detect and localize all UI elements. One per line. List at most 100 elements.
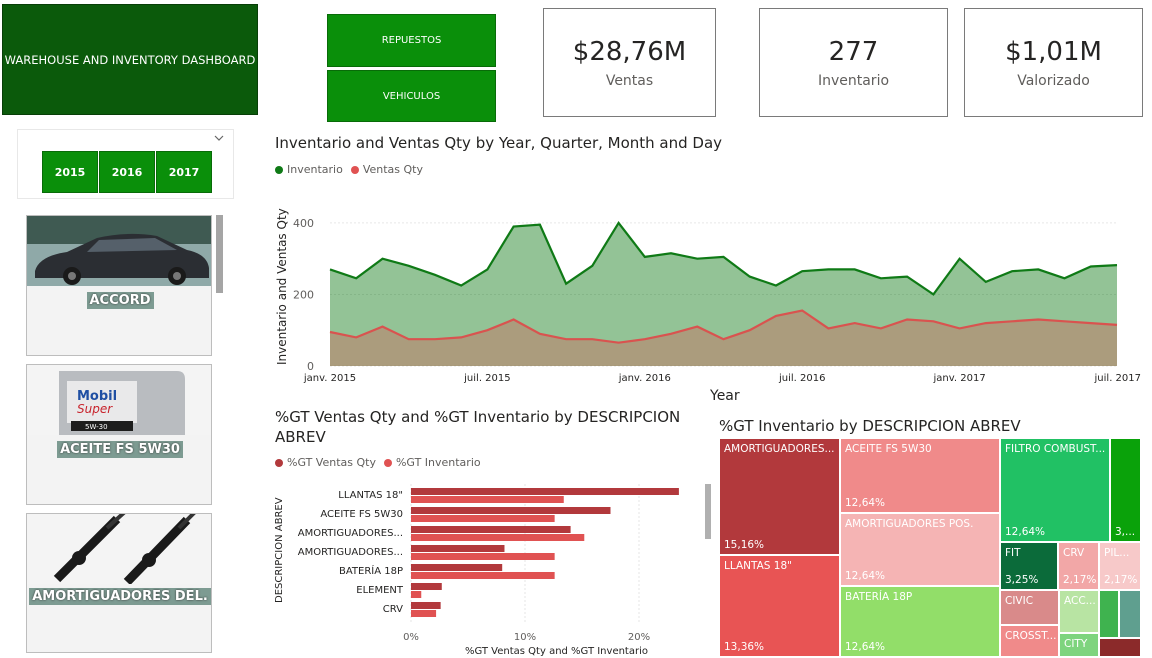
grade-text: 5W-30 — [85, 423, 108, 431]
treemap-title: %GT Inventario by DESCRIPCION ABREV — [719, 417, 1021, 435]
legend-ventas-pct-dot — [275, 458, 283, 467]
bar-inventario-pct — [411, 496, 564, 503]
bar-ventas-pct — [411, 488, 679, 495]
x-tick-label: juil. 2016 — [778, 373, 825, 384]
category-label: AMORTIGUADORES... — [298, 547, 403, 558]
bar-chart-legend: %GT Ventas Qty %GT Inventario — [275, 456, 481, 469]
year-2015-label: 2015 — [54, 165, 86, 179]
bar-inventario-pct — [411, 553, 555, 560]
treemap-cell[interactable]: FILTRO COMBUST... 12,64% — [1000, 438, 1110, 542]
legend-ventas[interactable]: Ventas Qty — [362, 163, 424, 176]
treemap: AMORTIGUADORES... 15,16% LLANTAS 18" 13,36%… — [719, 438, 1141, 657]
year-2016-button[interactable]: 2016 — [99, 151, 155, 193]
year-2015-button[interactable]: 2015 — [42, 151, 98, 193]
treemap-cell[interactable]: ACC... — [1059, 590, 1099, 633]
legend-ventas-dot — [350, 165, 359, 174]
kpi-valorizado-value: $1,01M — [1005, 36, 1102, 67]
treemap-cell[interactable]: ACEITE FS 5W30 12,64% — [840, 438, 1000, 513]
bar-chart: DESCRIPCION ABREV 0% 10% 20% LLANTAS 18" AC… — [274, 484, 711, 657]
legend-inventario[interactable]: Inventario — [287, 163, 343, 176]
treemap-cell-value: 15,16% — [724, 539, 765, 551]
x-tick-label: 20% — [628, 632, 650, 643]
treemap-cell[interactable]: FIT 3,25% — [1000, 542, 1058, 590]
treemap-cell-label: FIT — [1005, 547, 1021, 559]
treemap-cell-value: 3,... — [1115, 526, 1136, 538]
year-2017-button[interactable]: 2017 — [156, 151, 212, 193]
vehiculos-button[interactable]: VEHICULOS — [327, 70, 496, 122]
line-chart-ylabel: Inventario and Ventas Qty — [275, 208, 289, 365]
legend-inventario-pct[interactable]: %GT Inventario — [395, 456, 481, 469]
product-card-aceite[interactable]: Mobil Super 5W-30 ACEITE FS 5W30 — [26, 364, 212, 505]
area-ventas-qty — [330, 310, 1117, 366]
area-inventario — [330, 222, 1117, 366]
legend-inventario-dot — [275, 165, 283, 174]
product-card-accord[interactable]: ACCORD — [26, 215, 212, 356]
vehiculos-label: VEHICULOS — [382, 90, 441, 102]
bar-chart-xlabel: %GT Ventas Qty and %GT Inventario — [465, 646, 648, 657]
treemap-cell-label: CIVIC — [1005, 595, 1034, 607]
bar-ventas-pct — [411, 526, 571, 533]
treemap-cell[interactable]: CITY — [1059, 633, 1099, 657]
treemap-cell-label: FILTRO COMBUST... — [1005, 443, 1106, 455]
legend-ventas-pct[interactable]: %GT Ventas Qty — [287, 456, 376, 469]
treemap-cell-label: AMORTIGUADORES POS. — [845, 518, 974, 530]
super-text: Super — [77, 402, 113, 416]
treemap-cell-label: LLANTAS 18" — [724, 560, 792, 572]
year-2017-label: 2017 — [168, 165, 200, 179]
dashboard-title-text: WAREHOUSE AND INVENTORY DASHBOARD — [4, 52, 256, 67]
treemap-cell[interactable]: AMORTIGUADORES... 15,16% — [719, 438, 840, 555]
treemap-cell-value: 12,64% — [1005, 526, 1046, 538]
bar-inventario-pct — [411, 572, 555, 579]
kpi-ventas: $28,76M Ventas — [543, 8, 716, 117]
treemap-cell[interactable] — [1119, 590, 1141, 638]
shock-absorber-image — [27, 514, 211, 584]
bar-ventas-pct — [411, 564, 503, 571]
category-label: ACEITE FS 5W30 — [320, 509, 403, 520]
treemap-cell-label: BATERÍA 18P — [845, 591, 913, 603]
treemap-cell[interactable] — [1099, 590, 1119, 638]
line-chart-legend: Inventario Ventas Qty — [275, 163, 423, 176]
treemap-cell-label: CROSST... — [1005, 630, 1057, 642]
treemap-cell-value: 12,64% — [845, 641, 886, 653]
category-label: AMORTIGUADORES... — [298, 528, 403, 539]
bar-ventas-pct — [411, 583, 442, 590]
bar-inventario-pct — [411, 534, 585, 541]
bar-ventas-pct — [411, 545, 505, 552]
treemap-cell-value: 2,17% — [1063, 574, 1097, 586]
kpi-inventario: 277 Inventario — [759, 8, 948, 117]
repuestos-button[interactable]: REPUESTOS — [327, 14, 496, 67]
product-card-amortiguadores[interactable]: AMORTIGUADORES DEL. — [26, 513, 212, 653]
x-tick-label: janv. 2016 — [618, 373, 671, 384]
y-tick-label: 200 — [293, 288, 314, 301]
treemap-cell[interactable]: BATERÍA 18P 12,64% — [840, 586, 1000, 657]
treemap-cell[interactable]: CRV 2,17% — [1058, 542, 1099, 590]
treemap-cell[interactable] — [1099, 638, 1141, 657]
treemap-cell[interactable]: CROSST... — [1000, 625, 1059, 657]
treemap-cell-label: AMORTIGUADORES... — [724, 443, 835, 455]
category-label: BATERÍA 18P — [339, 564, 403, 577]
line-chart-xlabel: Year — [709, 388, 740, 404]
kpi-ventas-label: Ventas — [605, 72, 654, 89]
category-label: CRV — [383, 604, 403, 615]
y-tick-label: 0 — [307, 360, 314, 373]
car-image — [27, 216, 211, 286]
category-label: ELEMENT — [356, 585, 404, 596]
bar-inventario-pct — [411, 515, 555, 522]
treemap-cell[interactable]: LLANTAS 18" 13,36% — [719, 555, 840, 657]
product-card-label: AMORTIGUADORES DEL. — [29, 588, 211, 605]
chevron-down-icon[interactable] — [214, 134, 224, 142]
year-slicer: 2015 2016 2017 — [17, 129, 234, 199]
year-2016-label: 2016 — [111, 165, 143, 179]
treemap-cell[interactable]: CIVIC — [1000, 590, 1059, 625]
bar-inventario-pct — [411, 591, 422, 598]
treemap-cell-label: ACC... — [1064, 595, 1096, 607]
y-tick-label: 400 — [293, 217, 314, 230]
treemap-cell[interactable]: AMORTIGUADORES POS. 12,64% — [840, 513, 1000, 586]
product-card-label: ACEITE FS 5W30 — [57, 441, 183, 458]
cards-scrollbar[interactable] — [216, 215, 223, 293]
treemap-cell[interactable]: PIL... 2,17% — [1099, 542, 1141, 590]
treemap-cell[interactable]: 3,... — [1110, 438, 1141, 542]
dashboard-title: WAREHOUSE AND INVENTORY DASHBOARD — [2, 4, 258, 115]
bar-chart-scrollbar[interactable] — [705, 484, 711, 539]
bar-chart-ylabel: DESCRIPCION ABREV — [274, 497, 285, 603]
